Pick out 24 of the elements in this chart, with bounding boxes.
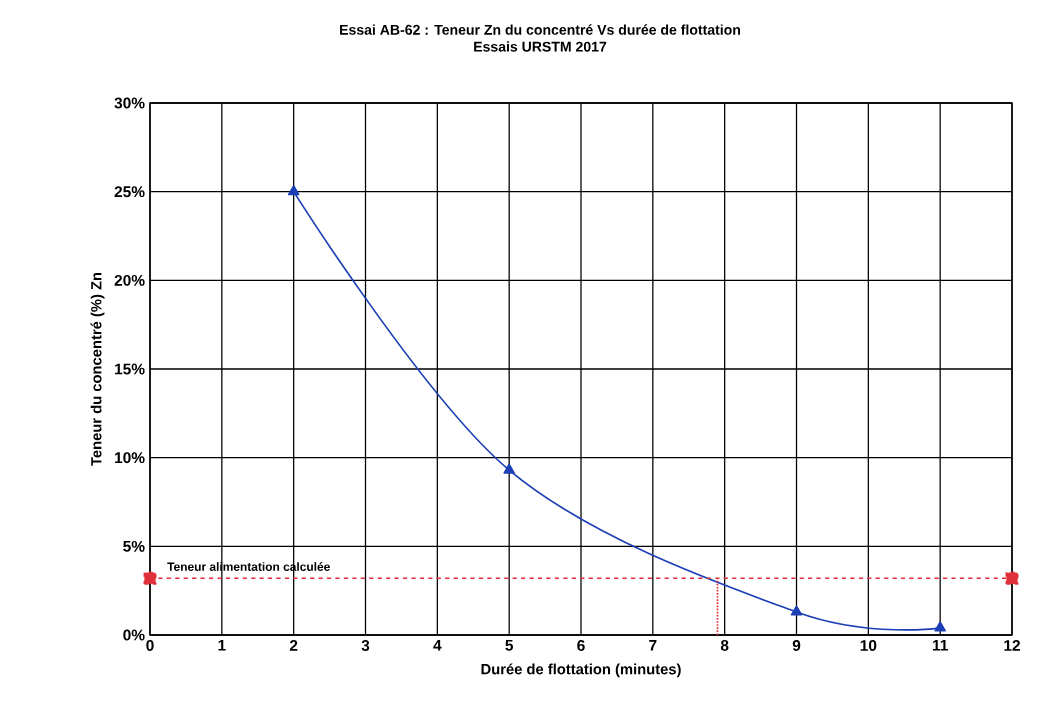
x-tick-label: 2	[289, 639, 298, 651]
x-tick-label: 9	[792, 639, 801, 651]
x-tick-label: 10	[860, 639, 877, 651]
x-tick-label: 6	[577, 639, 585, 651]
y-tick-label: 30%	[114, 97, 145, 109]
chart-subtitle: Essais URSTM 2017	[474, 41, 607, 52]
x-tick-label: 0	[146, 639, 154, 651]
y-tick-label: 0%	[123, 629, 145, 641]
x-tick-label: 4	[433, 639, 442, 651]
y-axis-title: Teneur du concentré (%) Zn	[90, 272, 105, 466]
x-axis-title: Durée de flottation (minutes)	[481, 663, 681, 678]
x-tick-label: 12	[1004, 639, 1020, 651]
y-tick-label: 10%	[115, 452, 145, 464]
x-tick-label: 5	[505, 639, 514, 651]
y-tick-label: 5%	[123, 540, 145, 552]
chart-title: Essai AB-62 : Teneur Zn du concentré Vs durée de flottation	[340, 24, 741, 35]
x-tick-label: 8	[720, 639, 729, 651]
y-tick-label: 20%	[114, 274, 145, 286]
y-tick-label: 25%	[114, 186, 145, 198]
x-tick-label: 7	[649, 639, 657, 651]
x-tick-label: 1	[218, 639, 226, 651]
y-tick-label: 15%	[115, 363, 145, 375]
x-tick-label: 3	[361, 639, 370, 651]
x-tick-label: 11	[932, 639, 948, 651]
